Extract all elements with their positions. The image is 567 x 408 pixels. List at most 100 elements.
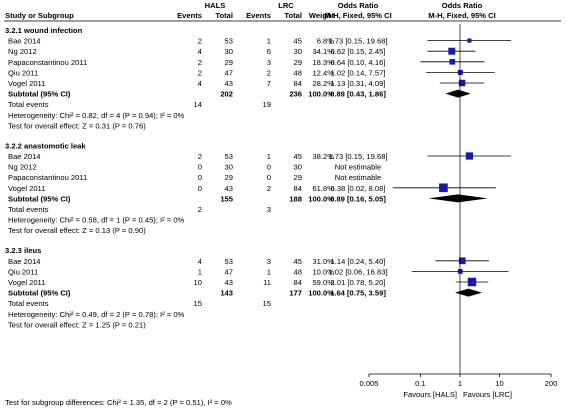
study-marker	[458, 257, 466, 265]
study-odds-ratio: 1.02 [0.14, 7.57]	[331, 68, 386, 77]
events-hals: 2	[198, 152, 202, 161]
study-weight: 10.0%	[312, 267, 334, 276]
subtotal-total-hals: 202	[220, 90, 233, 99]
study-marker	[449, 58, 456, 65]
axis-tick-label: 10	[495, 379, 503, 388]
study-weight: 61.8%	[312, 184, 334, 193]
subtotal-weight: 100.0%	[308, 194, 334, 203]
header-group2: LRC	[278, 1, 294, 10]
events-lrc: 0	[267, 163, 271, 172]
subgroup-differences-test: Test for subgroup differences: Chi² = 1.…	[5, 398, 232, 407]
header-weight: Weight	[309, 11, 335, 20]
total-events-label: Total events	[8, 299, 49, 308]
study-weight: 6.8%	[317, 37, 335, 46]
study-weight: 28.2%	[312, 79, 334, 88]
total-lrc: 30	[294, 163, 302, 172]
total-hals: 47	[225, 68, 233, 77]
events-lrc: 0	[267, 173, 271, 182]
total-lrc: 48	[294, 68, 302, 77]
total-lrc: 45	[294, 152, 302, 161]
axis-tick-label: 0.005	[359, 379, 378, 388]
study-marker	[458, 79, 466, 87]
total-lrc: 29	[294, 58, 302, 67]
study-name: Vogel 2011	[8, 79, 45, 88]
study-marker	[439, 183, 448, 193]
header-total-1: Total	[215, 11, 233, 20]
total-hals: 43	[225, 278, 233, 287]
study-name: Bae 2014	[8, 257, 41, 266]
subtotal-total-hals: 143	[220, 289, 233, 298]
events-hals: 4	[198, 257, 202, 266]
header-plot-title: Odds Ratio	[442, 1, 483, 10]
header: HALS LRC Odds Ratio Odds Ratio Study or …	[4, 1, 561, 22]
total-events-hals: 2	[198, 205, 202, 214]
events-hals: 2	[198, 37, 202, 46]
events-hals: 4	[198, 47, 202, 56]
study-odds-ratio: 0.64 [0.10, 4.16]	[331, 58, 386, 67]
subgroup-title: 3.2.3 ileus	[5, 246, 41, 255]
events-hals: 0	[198, 173, 202, 182]
study-name: Vogel 2011	[8, 278, 45, 287]
subtotal-weight: 100.0%	[308, 289, 334, 298]
events-hals: 0	[198, 184, 202, 193]
study-odds-ratio: Not estimable	[335, 163, 381, 172]
total-lrc: 84	[294, 184, 302, 193]
subtotal-total-lrc: 177	[289, 289, 302, 298]
study-marker	[467, 38, 472, 43]
overall-effect-text: Test for overall effect: Z = 0.31 (P = 0…	[8, 121, 146, 130]
header-or-title: Odds Ratio	[338, 1, 379, 10]
total-hals: 53	[225, 37, 233, 46]
header-or-method: M-H, Fixed, 95% CI	[324, 11, 392, 20]
events-lrc: 6	[267, 47, 271, 56]
study-name: Ng 2012	[8, 163, 37, 172]
total-lrc: 45	[294, 257, 302, 266]
events-lrc: 7	[267, 79, 271, 88]
total-events-hals: 15	[194, 299, 202, 308]
study-weight: 59.0%	[312, 278, 334, 287]
heterogeneity-text: Heterogeneity: Chi² = 0.82, df = 4 (P = …	[8, 111, 185, 120]
overall-effect-text: Test for overall effect: Z = 0.13 (P = 0…	[8, 226, 146, 235]
summary-diamond	[428, 194, 488, 203]
subtotal-odds-ratio: 1.64 [0.75, 3.59]	[330, 289, 386, 298]
total-hals: 53	[225, 257, 233, 266]
subtotal-label: Subtotal (95% CI)	[8, 289, 71, 298]
study-odds-ratio: 2.01 [0.78, 5.20]	[331, 278, 386, 287]
study-odds-ratio: 1.02 [0.06, 16.83]	[328, 267, 387, 276]
events-hals: 0	[198, 163, 202, 172]
events-hals: 4	[198, 79, 202, 88]
study-name: Ng 2012	[8, 47, 37, 56]
events-hals: 2	[198, 58, 202, 67]
total-events-lrc: 3	[267, 205, 271, 214]
header-total-2: Total	[284, 11, 302, 20]
subtotal-label: Subtotal (95% CI)	[8, 194, 71, 203]
total-hals: 29	[225, 173, 233, 182]
header-study-col: Study or Subgroup	[5, 11, 74, 20]
study-marker	[465, 152, 474, 160]
study-odds-ratio: 0.38 [0.02, 8.08]	[331, 184, 386, 193]
study-odds-ratio: 0.62 [0.15, 2.45]	[331, 47, 386, 56]
favours-right-label: Favours [LRC]	[463, 390, 512, 399]
events-hals: 1	[198, 267, 202, 276]
summary-diamond	[455, 288, 482, 297]
events-lrc: 1	[267, 152, 271, 161]
study-name: Vogel 2011	[8, 184, 45, 193]
study-marker	[467, 277, 477, 287]
header-group1: HALS	[205, 1, 226, 10]
total-hals: 43	[225, 79, 233, 88]
header-events-2: Events	[246, 11, 271, 20]
axis-tick-label: 0.1	[415, 379, 426, 388]
study-odds-ratio: 1.13 [0.31, 4.09]	[331, 79, 386, 88]
total-hals: 30	[225, 163, 233, 172]
subtotal-odds-ratio: 0.89 [0.16, 5.05]	[330, 194, 386, 203]
heterogeneity-text: Heterogeneity: Chi² = 0.58, df = 1 (P = …	[8, 216, 185, 225]
events-hals: 10	[194, 278, 202, 287]
study-name: Qiu 2011	[8, 68, 38, 77]
events-lrc: 2	[267, 184, 271, 193]
total-lrc: 29	[294, 173, 302, 182]
study-weight: 34.1%	[312, 47, 334, 56]
total-lrc: 84	[294, 79, 302, 88]
study-weight: 12.4%	[312, 68, 334, 77]
study-name: Papaconstantinou 2011	[8, 173, 87, 182]
events-lrc: 11	[263, 278, 271, 287]
